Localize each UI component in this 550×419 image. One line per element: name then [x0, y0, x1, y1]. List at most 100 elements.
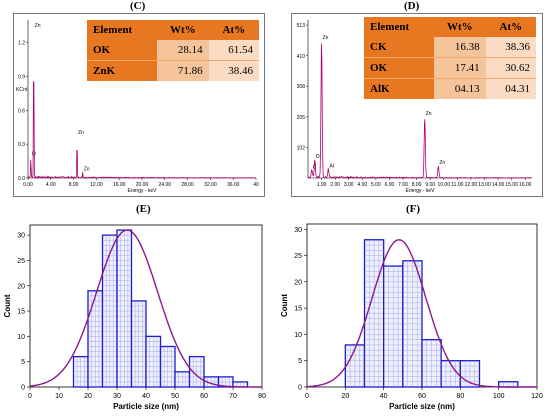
table-d-header-element: Element [364, 17, 435, 37]
table-cell: 28.14 [157, 40, 209, 61]
peak-label: C [313, 165, 317, 171]
x-tick-label: 0 [28, 393, 32, 400]
table-cell: 17.41 [434, 57, 486, 79]
y-tick-label: 15 [294, 306, 302, 313]
table-cell: 38.46 [208, 60, 259, 81]
y-tick-label: 0.0 [18, 176, 25, 182]
y-tick-label: 1.2 [18, 41, 25, 47]
table-cell: OK [87, 40, 158, 61]
x-axis-label: Particle size (nm) [113, 402, 179, 411]
y-tick-label: 513 [297, 23, 306, 29]
table-c-header-wt: Wt% [157, 20, 209, 40]
histogram-e-plot: 0 10 20 30 40 50 60 70 80 0 5 10 15 20 25 30 Particle si… [3, 224, 266, 411]
table-cell: OK [364, 57, 435, 79]
table-d-header-wt: Wt% [434, 17, 486, 37]
x-tick-label: 7.00 [398, 182, 408, 188]
histogram-e: 0 10 20 30 40 50 60 70 80 0 5 10 15 20 25 30 Particle si… [0, 210, 272, 419]
y-tick-label: 10 [17, 334, 25, 341]
x-tick-label: 28.00 [181, 182, 194, 188]
y-tick-label: 410 [297, 54, 306, 60]
table-c-header-at: At% [208, 20, 259, 40]
y-tick-label: 15 [17, 309, 25, 316]
peak-label: Zn [439, 160, 445, 166]
x-tick-label: 8.00 [412, 182, 422, 188]
x-tick-label: 10 [55, 393, 63, 400]
peak-label: O [32, 152, 36, 158]
x-tick-label: 40 [142, 393, 150, 400]
x-tick-label: 30 [113, 393, 121, 400]
x-tick-label: 120 [531, 393, 543, 400]
histogram-f: 0 20 40 60 80 100 120 0 5 10 15 20 25 30 Particle size… [276, 210, 550, 419]
table-cell: 38.36 [485, 37, 536, 58]
gaussian-fit-curve [306, 239, 537, 388]
y-tick-label: 30 [294, 227, 302, 234]
table-d-header-at: At% [485, 17, 536, 37]
y-tick-label: 25 [294, 253, 302, 260]
table-cell: CK [364, 37, 435, 58]
x-tick-label: 24.00 [159, 182, 172, 188]
peak-label: Zn [323, 35, 329, 41]
table-row: ZnK 71.86 38.46 [87, 60, 259, 81]
peak-label: Al [329, 164, 333, 170]
x-tick-label: 15.00 [505, 182, 518, 188]
x-tick-label: 80 [258, 393, 266, 400]
peak-label: Zn [426, 111, 432, 117]
y-tick-label: 30 [17, 233, 25, 240]
table-cell: 16.38 [434, 37, 486, 58]
y-axis-label: KCnt [16, 87, 28, 93]
x-tick-label: 2.00 [330, 182, 340, 188]
peak-label: O [316, 154, 320, 160]
x-tick-label: 6.00 [385, 182, 395, 188]
x-tick-label: 16.00 [113, 182, 126, 188]
x-tick-label: 4.00 [46, 182, 56, 188]
x-tick-label: 40 [253, 182, 259, 188]
table-row: AlK 04.13 04.31 [364, 78, 536, 99]
peak-label: Zn [35, 23, 41, 29]
x-tick-label: 16.00 [519, 182, 532, 188]
table-cell: ZnK [87, 60, 158, 81]
table-row: OK 28.14 61.54 [87, 40, 259, 61]
x-tick-label: 80 [456, 393, 464, 400]
x-tick-label: 9.00 [425, 182, 435, 188]
x-tick-label: 36.00 [227, 182, 240, 188]
x-tick-label: 20.00 [136, 182, 149, 188]
panel-label-e: (E) [136, 203, 151, 215]
table-row: OK 17.41 30.62 [364, 57, 536, 79]
composition-table-c: Element Wt% At% OK 28.14 61.54 ZnK 71.86… [87, 20, 259, 81]
x-axis-label: Energy - keV [128, 188, 158, 194]
x-tick-label: 70 [229, 393, 237, 400]
x-tick-label: 11.00 [451, 182, 463, 188]
spectrum-line [27, 81, 256, 179]
table-cell: 71.86 [157, 60, 209, 81]
y-tick-label: 25 [17, 258, 25, 265]
panel-label-c: (C) [130, 0, 146, 12]
histogram-f-plot: 0 20 40 60 80 100 120 0 5 10 15 20 25 30 Particle size… [280, 223, 543, 411]
x-tick-label: 5.00 [371, 182, 381, 188]
x-tick-label: 0 [305, 393, 309, 400]
x-tick-label: 20 [341, 393, 349, 400]
edx-spectrum-d-plot: 1.00 2.00 3.00 4.00 5.00 6.00 7.00 8.00 9.00 10.0… [297, 20, 532, 194]
y-axis-label: Count [280, 294, 289, 317]
x-tick-label: 20 [84, 393, 92, 400]
y-tick-label: 0.9 [18, 74, 25, 80]
y-axis-label: Count [3, 294, 12, 317]
y-tick-label: 5 [21, 359, 25, 366]
table-row: CK 16.38 38.36 [364, 37, 536, 58]
y-tick-label: 20 [294, 279, 302, 286]
x-tick-label: 3.00 [344, 182, 354, 188]
panel-label-f: (F) [406, 203, 421, 215]
y-tick-label: 308 [297, 84, 306, 90]
table-cell: 61.54 [208, 40, 259, 61]
y-tick-label: 20 [17, 283, 25, 290]
x-tick-label: 10.00 [437, 182, 450, 188]
table-cell: 30.62 [485, 57, 536, 79]
x-tick-label: 60 [418, 393, 426, 400]
x-tick-label: 40 [380, 393, 388, 400]
panel-label-d: (D) [404, 0, 420, 12]
edx-spectrum-c-plot: 0.00 4.00 8.00 12.00 16.00 20.00 24.00 28.00 32.… [16, 20, 259, 194]
y-tick-label: 0 [21, 385, 25, 392]
y-tick-label: 5 [298, 358, 302, 365]
x-tick-label: 8.00 [69, 182, 79, 188]
x-tick-label: 50 [171, 393, 179, 400]
x-tick-label: 13.00 [478, 182, 491, 188]
